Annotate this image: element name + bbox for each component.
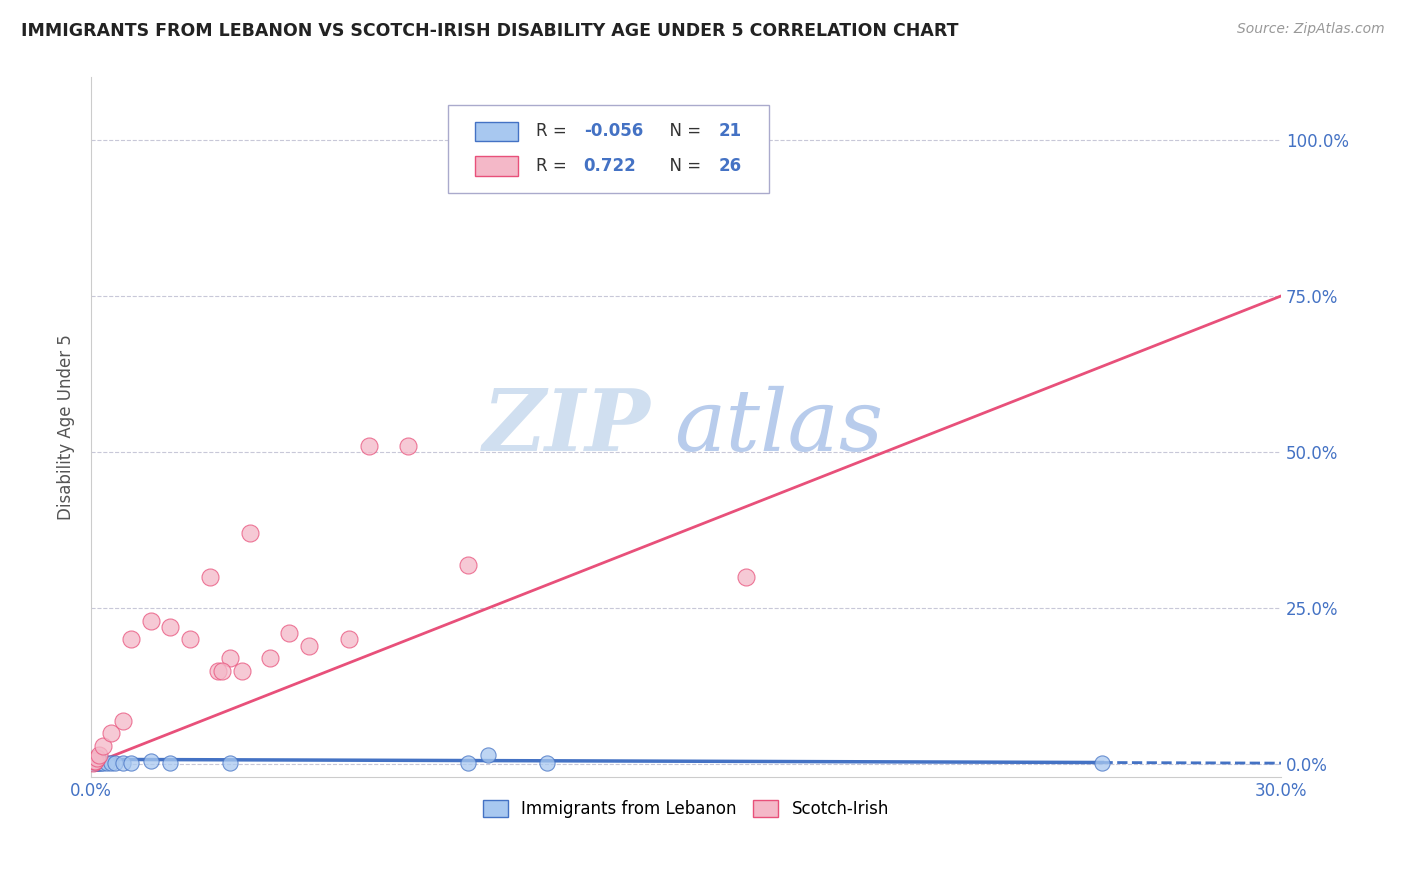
Text: -0.056: -0.056 [583, 122, 643, 140]
Point [83, 754, 105, 768]
Point [207, 664, 229, 678]
Text: N =: N = [658, 157, 706, 175]
Point [91, 739, 114, 753]
Text: IMMIGRANTS FROM LEBANON VS SCOTCH-IRISH DISABILITY AGE UNDER 5 CORRELATION CHART: IMMIGRANTS FROM LEBANON VS SCOTCH-IRISH … [21, 22, 959, 40]
Point [337, 632, 360, 647]
Point [82, 756, 104, 771]
Point [198, 570, 221, 584]
Text: 21: 21 [718, 122, 741, 140]
Point [357, 439, 380, 453]
Point [84, 754, 107, 768]
Point [139, 614, 162, 628]
Point [457, 558, 479, 572]
Point [100, 726, 122, 740]
FancyBboxPatch shape [475, 156, 519, 176]
Text: N =: N = [658, 122, 706, 140]
Text: atlas: atlas [673, 386, 883, 468]
Point [104, 756, 127, 771]
Legend: Immigrants from Lebanon, Scotch-Irish: Immigrants from Lebanon, Scotch-Irish [477, 793, 896, 824]
Point [239, 526, 262, 541]
Point [120, 632, 142, 647]
Point [96, 756, 118, 771]
Point [84, 756, 107, 771]
Point [219, 756, 242, 771]
Point [734, 570, 756, 584]
Point [159, 620, 181, 634]
Text: Source: ZipAtlas.com: Source: ZipAtlas.com [1237, 22, 1385, 37]
Point [86, 751, 108, 765]
Point [87, 756, 110, 771]
Point [82, 756, 104, 771]
Point [1091, 756, 1114, 771]
Point [139, 754, 162, 768]
Point [90, 756, 112, 771]
Point [120, 756, 142, 771]
Point [231, 664, 253, 678]
Point [278, 626, 301, 640]
Point [457, 756, 479, 771]
Point [219, 651, 242, 665]
Point [84, 756, 107, 771]
Text: 0.722: 0.722 [583, 157, 637, 175]
Point [86, 756, 108, 771]
Point [100, 756, 122, 771]
Point [159, 756, 181, 771]
Y-axis label: Disability Age Under 5: Disability Age Under 5 [58, 334, 75, 520]
Point [179, 632, 201, 647]
Point [477, 747, 499, 762]
Point [87, 756, 110, 771]
FancyBboxPatch shape [449, 105, 769, 193]
Point [259, 651, 281, 665]
Point [87, 747, 110, 762]
Point [111, 756, 134, 771]
Point [111, 714, 134, 728]
Text: 26: 26 [718, 157, 741, 175]
Point [83, 756, 105, 771]
Text: R =: R = [536, 157, 572, 175]
Point [396, 439, 419, 453]
Point [211, 664, 233, 678]
Point [91, 756, 114, 771]
Text: ZIP: ZIP [482, 385, 651, 469]
Point [536, 756, 558, 771]
Point [298, 639, 321, 653]
Text: R =: R = [536, 122, 572, 140]
FancyBboxPatch shape [475, 121, 519, 141]
